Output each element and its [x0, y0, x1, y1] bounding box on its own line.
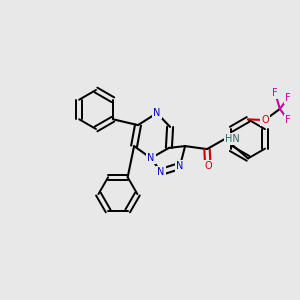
Text: N: N	[176, 161, 184, 171]
Text: N: N	[158, 167, 165, 177]
Text: F: F	[285, 93, 291, 103]
Text: F: F	[285, 115, 291, 125]
Text: N: N	[147, 153, 155, 163]
Text: F: F	[272, 88, 278, 98]
Text: N: N	[153, 108, 161, 118]
Text: O: O	[261, 115, 269, 125]
Text: HN: HN	[225, 134, 240, 144]
Text: O: O	[204, 161, 212, 171]
